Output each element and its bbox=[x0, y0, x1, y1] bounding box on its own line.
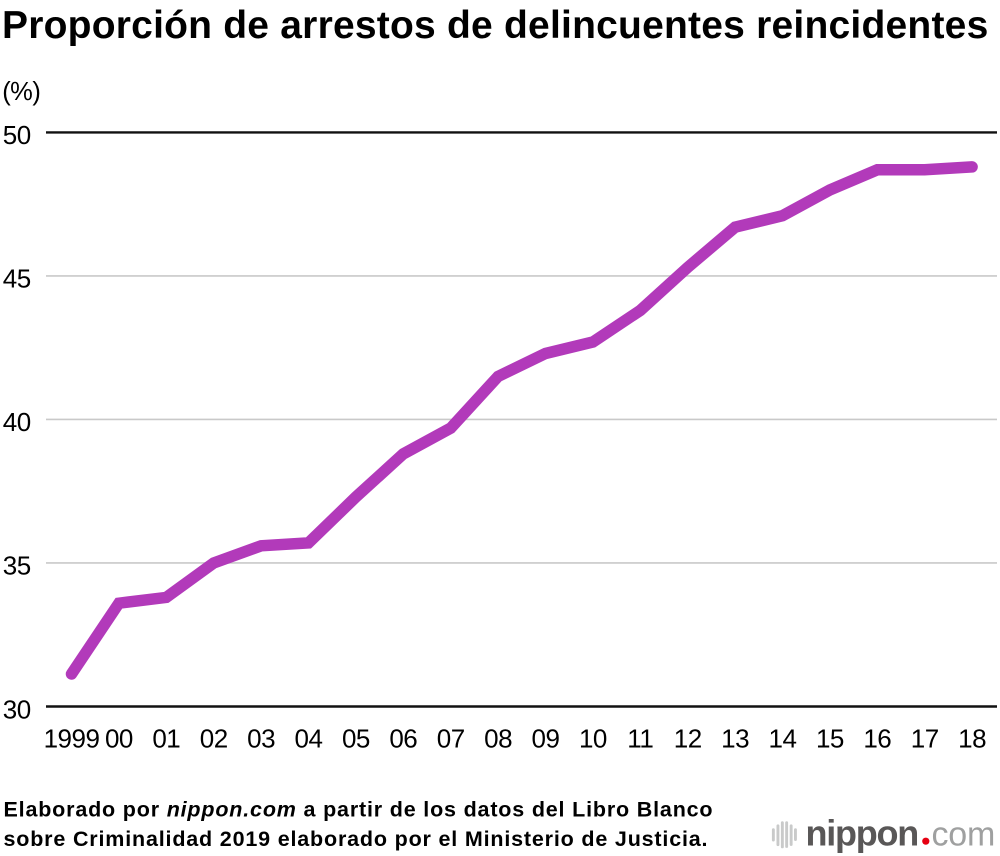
svg-text:03: 03 bbox=[247, 724, 275, 754]
svg-text:08: 08 bbox=[484, 724, 512, 754]
svg-text:01: 01 bbox=[152, 724, 180, 754]
svg-text:15: 15 bbox=[816, 724, 844, 754]
svg-text:02: 02 bbox=[200, 724, 228, 754]
svg-text:13: 13 bbox=[721, 724, 749, 754]
svg-text:05: 05 bbox=[342, 724, 370, 754]
svg-text:12: 12 bbox=[674, 724, 702, 754]
svg-text:nippon: nippon bbox=[806, 813, 918, 854]
svg-text:11: 11 bbox=[627, 724, 653, 754]
svg-text:45: 45 bbox=[3, 264, 31, 294]
svg-text:18: 18 bbox=[958, 724, 986, 754]
svg-text:00: 00 bbox=[105, 724, 133, 754]
svg-text:35: 35 bbox=[3, 551, 31, 581]
svg-text:09: 09 bbox=[532, 724, 560, 754]
svg-text:30: 30 bbox=[3, 694, 31, 724]
svg-text:50: 50 bbox=[3, 120, 31, 150]
svg-text:(%): (%) bbox=[2, 78, 40, 106]
svg-text:1999: 1999 bbox=[44, 724, 100, 754]
svg-text:14: 14 bbox=[769, 724, 797, 754]
svg-text:sobre Criminalidad 2019 elabor: sobre Criminalidad 2019 elaborado por el… bbox=[4, 827, 709, 851]
svg-text:17: 17 bbox=[911, 724, 939, 754]
svg-text:16: 16 bbox=[863, 724, 891, 754]
svg-text:06: 06 bbox=[389, 724, 417, 754]
svg-text:10: 10 bbox=[579, 724, 607, 754]
svg-text:07: 07 bbox=[437, 724, 465, 754]
svg-text:Elaborado por nippon.com a par: Elaborado por nippon.com a partir de los… bbox=[4, 797, 714, 821]
svg-text:04: 04 bbox=[295, 724, 323, 754]
svg-text:com: com bbox=[932, 816, 996, 854]
svg-text:40: 40 bbox=[3, 407, 31, 437]
